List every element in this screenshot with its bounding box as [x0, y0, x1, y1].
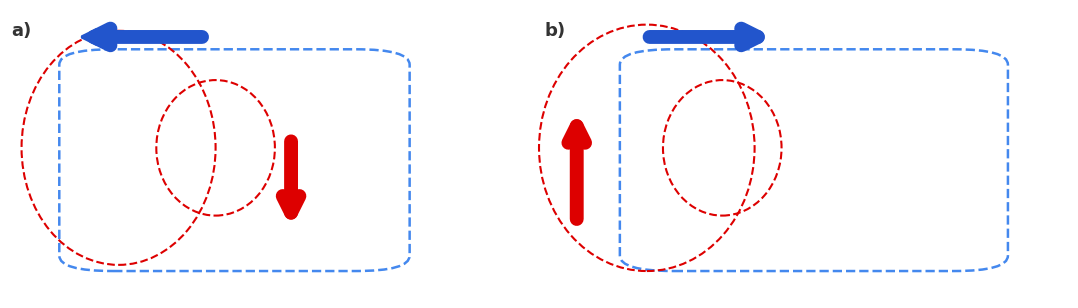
- Text: a): a): [11, 22, 31, 39]
- Text: b): b): [544, 22, 566, 39]
